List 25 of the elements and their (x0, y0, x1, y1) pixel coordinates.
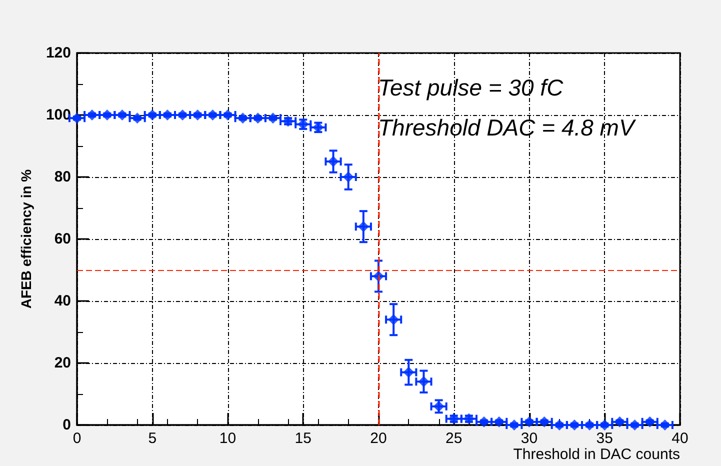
x-tick-label: 30 (520, 430, 538, 447)
y-tick-label: 60 (54, 230, 71, 248)
point (342, 172, 354, 182)
point (418, 376, 430, 388)
y-tick-label: 0 (62, 416, 71, 434)
y-tick-label: 100 (46, 106, 71, 124)
point (388, 314, 400, 326)
x-tick-label: 5 (148, 430, 157, 447)
x-tick-label: 0 (72, 430, 82, 447)
x-tick-label: 25 (446, 430, 462, 447)
x-tick-label: 10 (219, 430, 236, 447)
y-axis-title: AFEB efficiency in % (18, 168, 34, 309)
point (358, 221, 369, 232)
annotation: Test pulse = 30 fC (378, 74, 564, 100)
x-axis-title: Threshold in DAC counts (513, 446, 680, 463)
x-tick-label: 35 (596, 430, 613, 447)
y-tick-label: 40 (54, 292, 71, 310)
x-tick-label: 20 (370, 430, 387, 447)
x-tick-label: 15 (294, 430, 312, 447)
y-tick-label: 20 (54, 354, 71, 372)
y-tick-label: 80 (54, 168, 71, 186)
point (328, 156, 339, 167)
x-tick-label: 40 (672, 430, 688, 447)
annotation: Threshold DAC = 4.8 mV (378, 114, 637, 140)
y-tick-label: 120 (46, 44, 71, 62)
